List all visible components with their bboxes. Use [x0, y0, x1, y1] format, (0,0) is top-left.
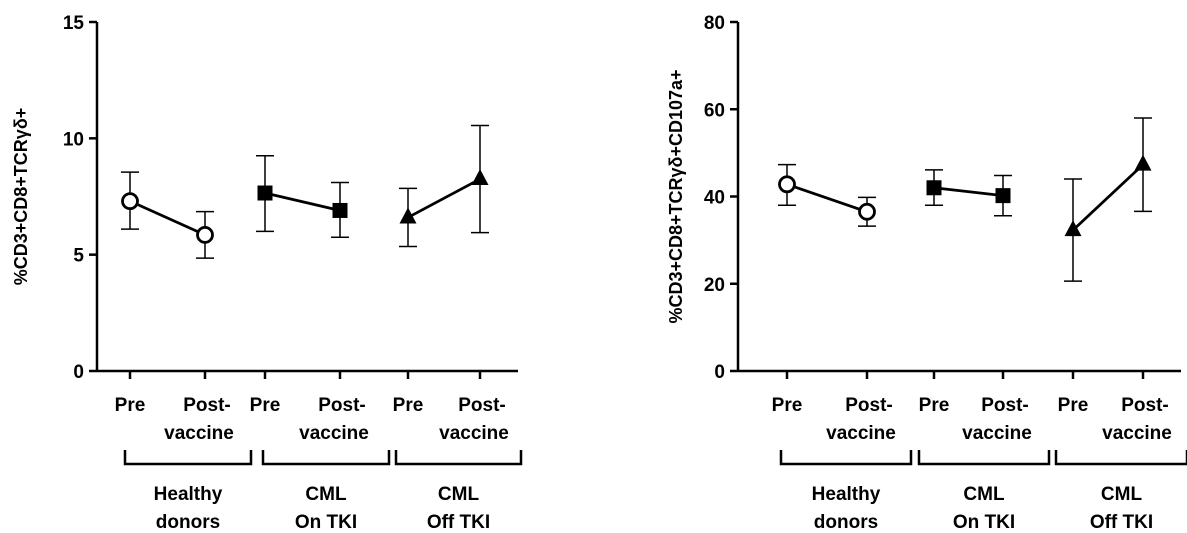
x-category-label: Post- — [458, 395, 506, 416]
group-label: CML — [438, 484, 480, 505]
data-point-circle — [778, 175, 796, 194]
x-category-label: Post- — [1121, 395, 1169, 416]
data-point-triangle — [1064, 220, 1082, 237]
y-tick-label: 0 — [714, 362, 725, 383]
x-category-label: Pre — [919, 395, 950, 416]
y-tick-label: 5 — [73, 246, 84, 267]
x-category-label: Pre — [772, 395, 803, 416]
x-category-label: Pre — [1058, 395, 1089, 416]
group-bracket — [261, 450, 391, 466]
y-tick-label: 20 — [704, 275, 725, 296]
y-tick-label: 60 — [704, 100, 725, 121]
series-line — [264, 191, 341, 212]
x-category-label: Pre — [250, 395, 281, 416]
series-line — [407, 177, 481, 219]
group-label: Off TKI — [427, 512, 490, 533]
data-point-triangle — [471, 169, 489, 186]
data-point-square — [257, 185, 273, 201]
x-category-label: Post- — [318, 395, 366, 416]
x-category-label: vaccine — [164, 423, 234, 444]
group-bracket — [394, 450, 523, 466]
x-category-label: Post- — [845, 395, 893, 416]
data-point-triangle — [399, 207, 417, 224]
x-category-label: vaccine — [962, 423, 1032, 444]
group-bracket — [779, 450, 913, 466]
x-category-label: Post- — [183, 395, 231, 416]
group-label: donors — [156, 512, 220, 533]
data-point-square — [332, 202, 348, 218]
y-tick-label: 15 — [63, 13, 85, 34]
group-label: donors — [814, 512, 878, 533]
data-point-square — [995, 188, 1011, 204]
group-bracket — [123, 450, 253, 466]
group-bracket — [917, 450, 1051, 466]
data-point-circle — [858, 202, 876, 221]
x-category-label: vaccine — [826, 423, 896, 444]
group-label: On TKI — [953, 512, 1015, 533]
chart-right: 0 20 40 60 80 %CD3+CD8+TCRγδ+CD107a+ Pre Post-v… — [666, 13, 1187, 533]
x-category-label: vaccine — [439, 423, 509, 444]
y-tick-label: 40 — [704, 188, 725, 209]
series-line — [1072, 163, 1144, 232]
group-label: Healthy — [154, 484, 223, 505]
x-category-label: vaccine — [299, 423, 369, 444]
group-label: Off TKI — [1090, 512, 1153, 533]
chart-left: 0 5 10 15 %CD3+CD8+TCRγδ+ Pre Post-vaccine Pre P… — [11, 13, 523, 533]
group-label: Healthy — [812, 484, 881, 505]
group-label: CML — [963, 484, 1005, 505]
x-category-label: vaccine — [1102, 423, 1172, 444]
data-point-square — [926, 180, 942, 196]
y-tick-label: 80 — [704, 13, 725, 34]
x-category-label: Post- — [981, 395, 1029, 416]
x-category-label: Pre — [393, 395, 424, 416]
y-axis-label: %CD3+CD8+TCRγδ+ — [11, 108, 31, 285]
group-label: CML — [1101, 484, 1143, 505]
series-line — [933, 186, 1004, 198]
y-axis-label: %CD3+CD8+TCRγδ+CD107a+ — [666, 69, 686, 323]
series-line — [786, 182, 868, 214]
data-point-circle — [196, 225, 214, 244]
y-tick-label: 0 — [73, 362, 84, 383]
data-point-circle — [121, 192, 139, 211]
data-point-triangle — [1134, 154, 1152, 171]
y-tick-label: 10 — [63, 129, 84, 150]
group-label: CML — [305, 484, 347, 505]
x-category-label: Pre — [115, 395, 146, 416]
series-line — [129, 199, 206, 237]
group-bracket — [1054, 450, 1187, 466]
group-label: On TKI — [295, 512, 357, 533]
